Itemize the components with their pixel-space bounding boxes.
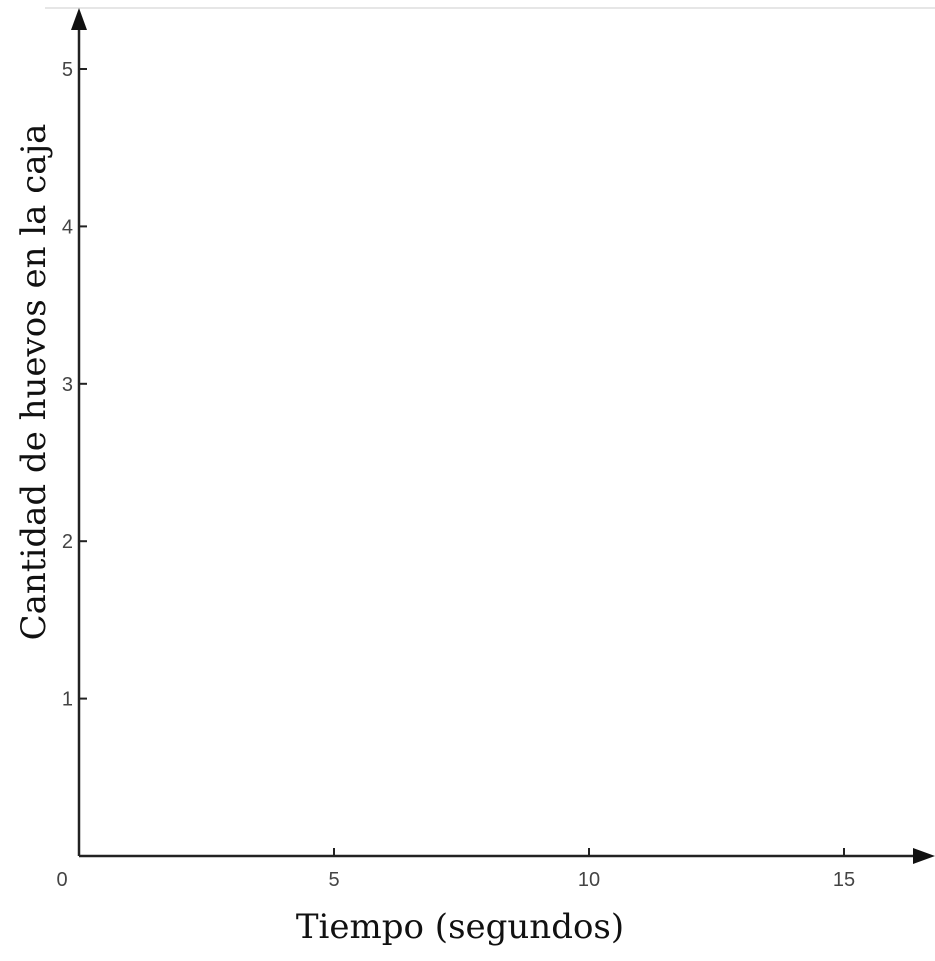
y-tick-label: 1 [62,689,73,711]
x-axis-arrow-icon [913,848,935,864]
y-tick-label: 4 [62,216,73,238]
y-tick-label: 2 [62,531,73,553]
x-axis-title: Tiempo (segundos) [296,907,624,947]
origin-label: 0 [56,869,67,891]
y-ticks: 1 2 3 4 5 [62,59,87,711]
y-axis-title: Cantidad de huevos en la caja [14,124,54,641]
x-tick-label: 5 [328,869,339,891]
x-tick-label: 10 [578,869,600,891]
x-ticks: 5 10 15 [328,848,855,891]
x-tick-label: 15 [833,869,855,891]
axes [71,8,935,864]
y-tick-label: 3 [62,374,73,396]
y-axis-arrow-icon [71,8,87,30]
y-tick-label: 5 [62,59,73,81]
